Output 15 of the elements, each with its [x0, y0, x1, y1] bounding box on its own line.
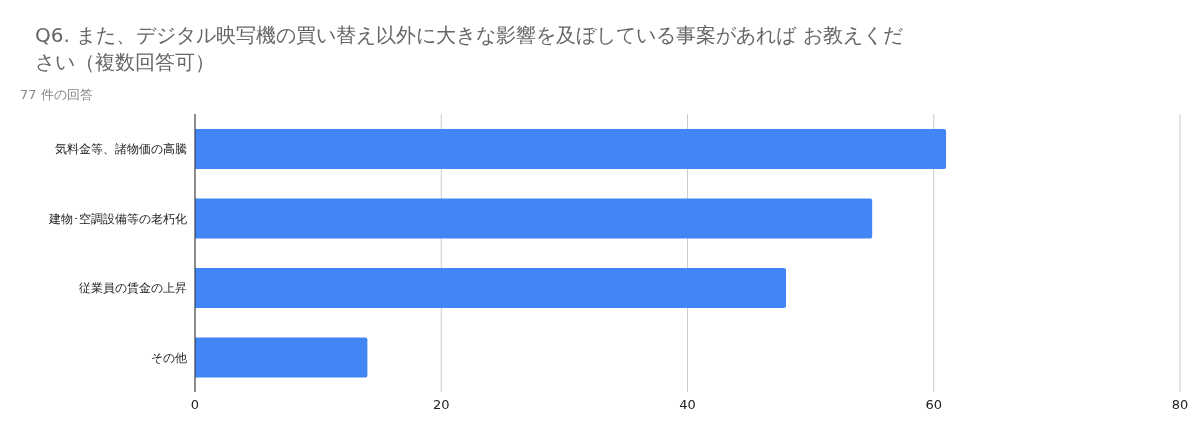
- x-tick-label: 80: [1171, 397, 1189, 413]
- x-tick-label: 40: [679, 397, 696, 413]
- y-tick-label: その他: [151, 350, 187, 365]
- chart-title: Q6. また、デジタル映写機の買い替え以外に大きな影響を及ぼしている事案があれば お教えください（複数回答可）: [34, 22, 904, 76]
- bar: [195, 198, 873, 239]
- x-tick-label: 60: [925, 397, 943, 413]
- bar: [195, 129, 947, 169]
- x-tick-label: 0: [190, 397, 200, 413]
- text: 77 件の回答: [19, 86, 94, 104]
- y-tick-label: 気料金等、諸物価の高騰: [55, 142, 187, 157]
- y-tick-label: 従業員の賃金の上昇: [79, 281, 187, 296]
- x-tick-label: 20: [432, 397, 450, 413]
- y-tick-label: 建物･空調設備等の老朽化: [48, 211, 187, 226]
- bar: [195, 337, 368, 378]
- bar: [195, 268, 786, 308]
